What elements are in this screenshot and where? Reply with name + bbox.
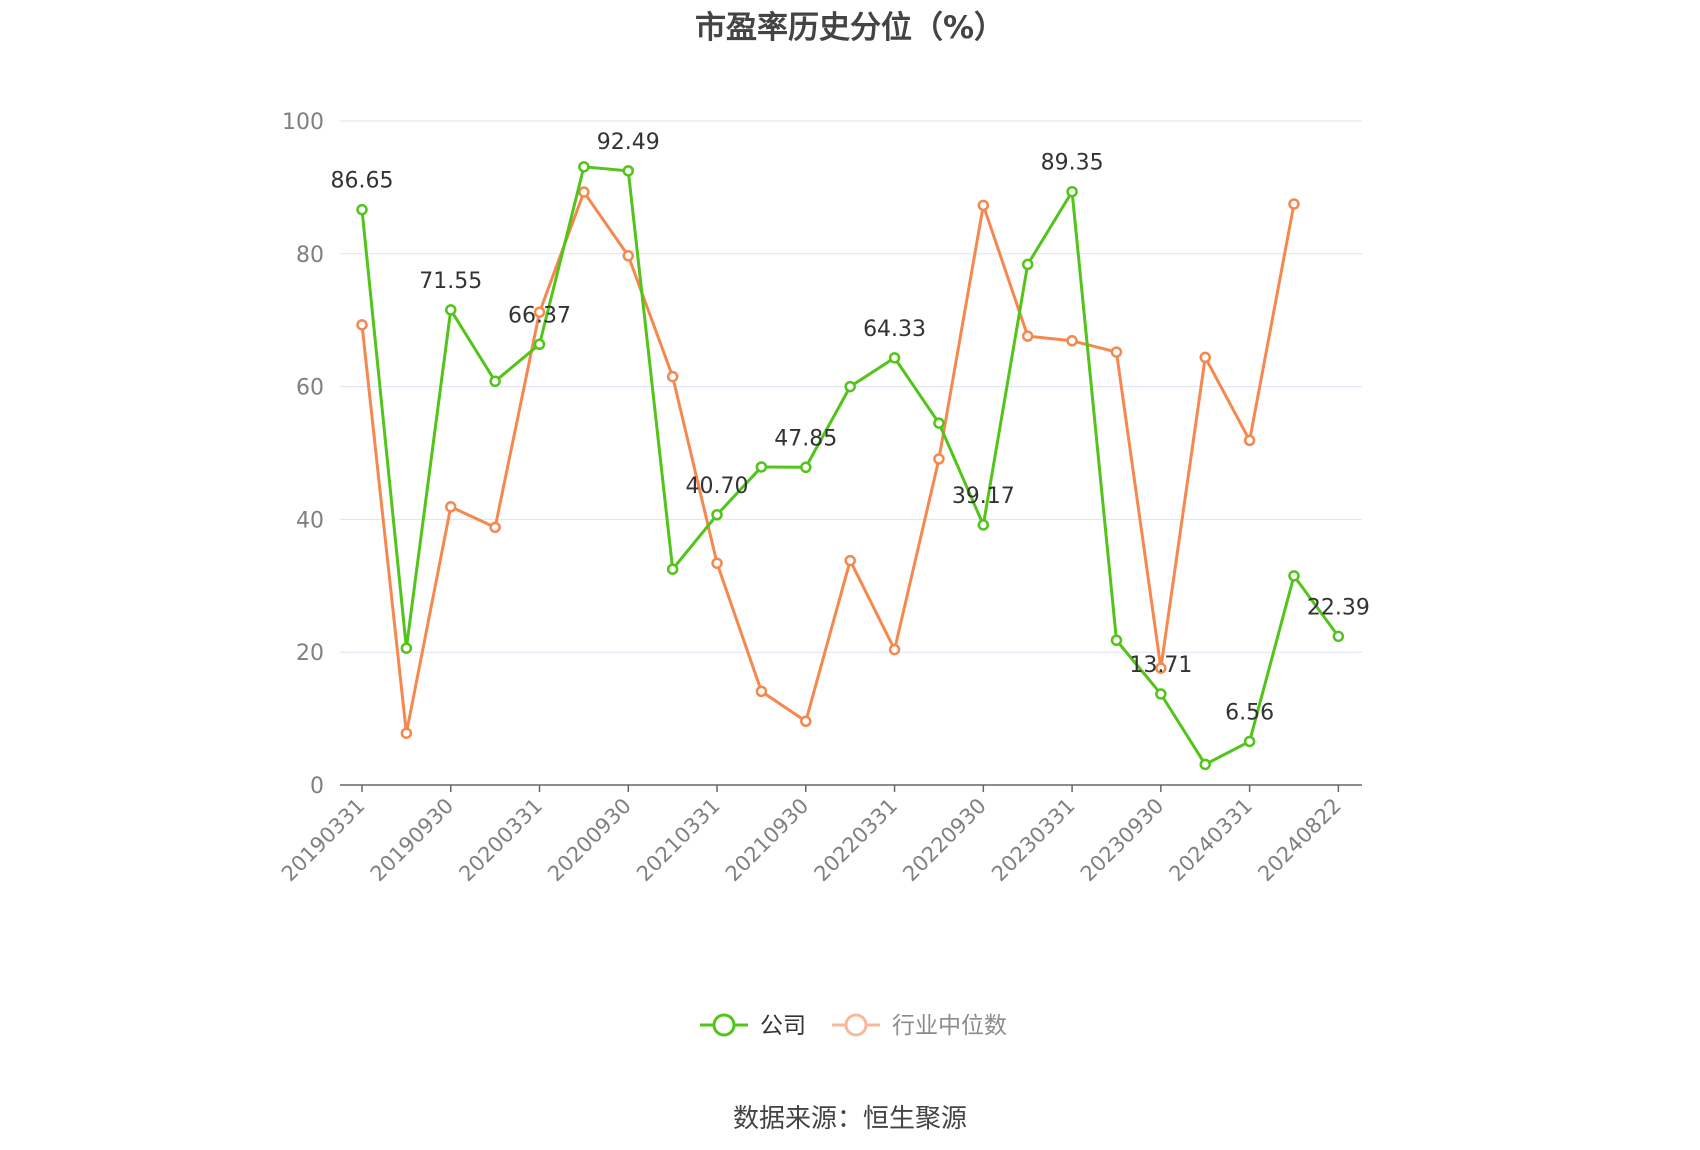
legend-industry-label: 行业中位数 <box>892 1013 1007 1039</box>
data-label: 47.85 <box>774 426 837 451</box>
y-tick-label: 20 <box>296 641 324 666</box>
data-point-industry <box>977 199 990 212</box>
data-point-company <box>1021 258 1034 271</box>
x-tick-label: 20210331 <box>632 794 725 887</box>
series-line-industry <box>360 190 1296 735</box>
series-group <box>356 161 1345 771</box>
data-point-industry <box>533 306 546 318</box>
data-point-industry <box>622 250 635 262</box>
legend-company-marker <box>712 1013 736 1037</box>
y-tick-label: 40 <box>296 508 324 533</box>
data-point-industry <box>1021 330 1034 342</box>
data-label: 92.49 <box>597 130 660 155</box>
data-point-company <box>1066 185 1078 198</box>
data-point-company <box>489 375 501 388</box>
legend-company-label: 公司 <box>760 1013 806 1039</box>
y-tick-label: 80 <box>296 243 324 268</box>
data-point-industry <box>755 685 768 698</box>
data-point-company <box>933 417 945 429</box>
x-axis: 2019033120190930202003312020093020210331… <box>277 784 1362 887</box>
x-tick-label: 20240331 <box>1165 794 1258 887</box>
x-tick-label: 20200331 <box>455 794 548 887</box>
data-point-company <box>888 352 901 364</box>
data-point-industry <box>800 715 812 728</box>
data-point-industry <box>933 453 945 465</box>
data-label: 40.70 <box>686 474 749 499</box>
x-tick-label: 20220331 <box>810 794 903 887</box>
data-point-company <box>666 563 679 575</box>
data-point-industry <box>356 319 368 331</box>
legend-industry-marker <box>844 1013 868 1037</box>
x-tick-label: 20210930 <box>721 794 814 887</box>
chart-title: 市盈率历史分位（%） <box>695 10 1005 46</box>
x-tick-label: 20190930 <box>366 794 459 887</box>
data-point-industry <box>711 557 723 569</box>
data-point-company <box>1199 758 1211 771</box>
x-tick-label: 20200930 <box>543 794 636 887</box>
data-labels: 86.65 71.55 66.37 92.49 40.70 47.85 64.33 39.17… <box>331 130 1370 726</box>
data-point-company <box>400 642 413 654</box>
data-point-industry <box>1066 335 1078 347</box>
data-label: 13.71 <box>1129 653 1192 678</box>
y-axis: 0 20 40 60 80 100 <box>282 110 324 799</box>
data-label: 71.55 <box>419 269 482 294</box>
y-tick-label: 0 <box>310 774 324 799</box>
data-point-company <box>1288 570 1300 582</box>
source-note: 数据来源：恒生聚源 <box>733 1104 967 1134</box>
data-point-company <box>622 165 635 177</box>
data-point-industry <box>1199 351 1211 364</box>
data-point-industry <box>888 643 901 656</box>
data-point-company <box>1243 735 1256 748</box>
legend[interactable]: 公司 行业中位数 <box>700 1013 1007 1039</box>
data-point-industry <box>844 554 856 567</box>
x-tick-label: 20240822 <box>1253 794 1346 887</box>
data-point-industry <box>489 521 501 534</box>
data-point-company <box>356 203 368 216</box>
legend-item-industry[interactable]: 行业中位数 <box>832 1013 1007 1039</box>
data-point-company <box>445 304 457 316</box>
x-tick-label: 20230930 <box>1076 794 1169 887</box>
data-point-company <box>533 338 546 351</box>
y-tick-label: 60 <box>296 376 324 401</box>
data-point-industry <box>578 186 590 198</box>
data-label: 6.56 <box>1225 700 1274 725</box>
data-point-company <box>844 380 856 393</box>
legend-item-company[interactable]: 公司 <box>700 1013 806 1039</box>
data-point-industry <box>1110 346 1123 358</box>
x-tick-label: 20220930 <box>898 794 991 887</box>
data-label: 64.33 <box>863 317 926 342</box>
data-point-company <box>1110 634 1123 646</box>
data-label: 39.17 <box>952 484 1015 509</box>
data-point-industry <box>400 727 413 739</box>
data-point-company <box>578 161 590 173</box>
data-point-company <box>977 519 990 531</box>
data-label: 22.39 <box>1307 595 1370 620</box>
data-point-industry <box>1243 434 1256 447</box>
x-tick-label: 20190331 <box>277 794 370 887</box>
data-point-company <box>711 509 723 521</box>
data-point-industry <box>445 501 457 513</box>
data-point-industry <box>1288 198 1300 210</box>
data-point-industry <box>666 370 679 383</box>
data-point-company <box>1155 688 1167 700</box>
data-point-company <box>1332 630 1345 643</box>
x-tick-label: 20230331 <box>987 794 1080 887</box>
data-label: 89.35 <box>1041 151 1104 176</box>
y-tick-label: 100 <box>282 110 324 135</box>
data-point-company <box>800 461 812 474</box>
data-label: 86.65 <box>331 169 394 194</box>
data-point-company <box>755 461 768 473</box>
data-point-industry <box>1155 662 1167 674</box>
data-label: 66.37 <box>508 303 571 328</box>
